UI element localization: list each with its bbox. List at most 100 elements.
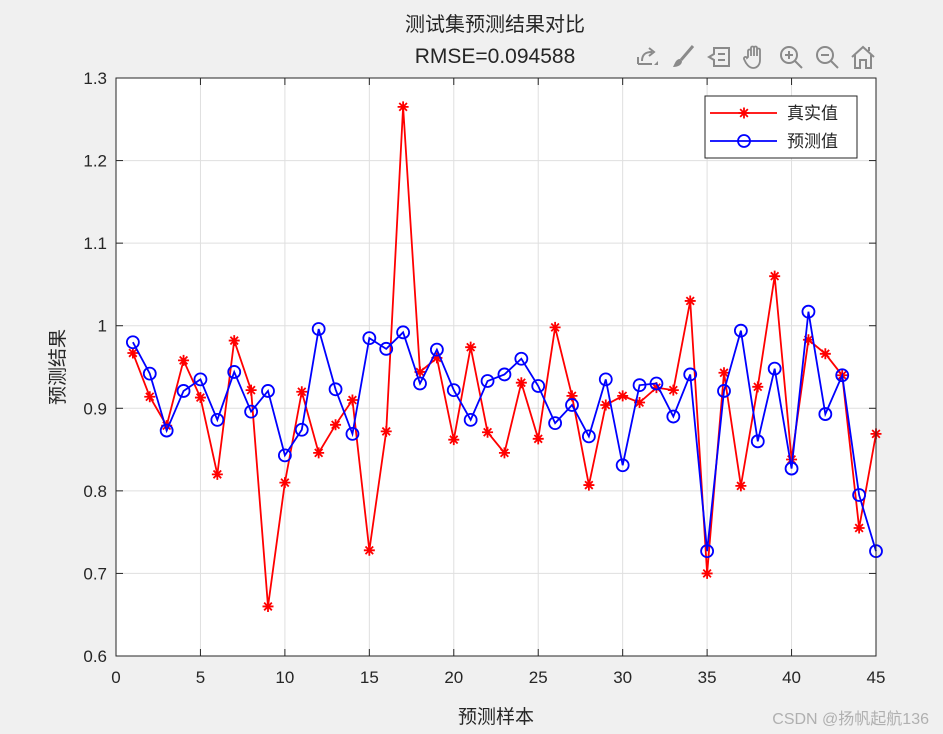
data-point bbox=[650, 382, 662, 394]
data-point bbox=[853, 522, 865, 534]
x-tick-label: 0 bbox=[111, 668, 120, 687]
data-point bbox=[750, 434, 765, 449]
data-point bbox=[684, 295, 696, 307]
zoom-in-icon bbox=[780, 46, 803, 69]
circle-marker-icon bbox=[737, 134, 751, 148]
data-point bbox=[735, 480, 747, 492]
zoom-in-button[interactable] bbox=[776, 42, 806, 72]
data-point bbox=[683, 367, 698, 382]
watermark: CSDN @扬帆起航136 bbox=[772, 711, 929, 728]
data-point bbox=[262, 600, 274, 612]
data-point bbox=[769, 270, 781, 282]
datatip-icon bbox=[707, 47, 730, 67]
data-point bbox=[666, 409, 681, 424]
data-point bbox=[617, 390, 629, 402]
legend-label: 真实值 bbox=[787, 104, 838, 124]
data-point bbox=[194, 392, 206, 404]
x-axis-label: 预测样本 bbox=[458, 706, 534, 728]
data-point bbox=[852, 488, 867, 502]
axes bbox=[115, 77, 877, 657]
data-point bbox=[413, 376, 427, 391]
asterisk-marker-icon bbox=[738, 107, 750, 119]
zoom-out-icon bbox=[816, 46, 839, 69]
x-tick-label: 35 bbox=[698, 668, 717, 687]
data-point bbox=[414, 366, 426, 378]
grid-lines bbox=[116, 78, 876, 656]
data-point bbox=[362, 331, 377, 346]
brush-icon bbox=[673, 45, 695, 67]
data-point bbox=[294, 422, 309, 437]
data-point bbox=[465, 341, 477, 353]
data-point bbox=[615, 458, 630, 473]
data-point bbox=[144, 391, 156, 403]
legend-item-predicted[interactable]: 预测值 bbox=[710, 132, 838, 152]
legend-item-actual[interactable]: 真实值 bbox=[710, 104, 838, 124]
data-point bbox=[142, 366, 157, 381]
y-tick-label: 1.1 bbox=[83, 234, 107, 253]
x-tick-label: 5 bbox=[196, 668, 205, 687]
data-point bbox=[532, 433, 544, 445]
data-point bbox=[548, 416, 563, 431]
data-point bbox=[380, 425, 392, 437]
data-point bbox=[345, 426, 360, 441]
series-actual bbox=[127, 101, 882, 612]
data-point bbox=[379, 341, 394, 356]
x-tick-label: 10 bbox=[275, 668, 294, 687]
home-button[interactable] bbox=[848, 42, 878, 72]
data-point bbox=[244, 404, 259, 419]
data-point bbox=[497, 367, 512, 382]
data-point bbox=[431, 352, 443, 364]
data-point bbox=[784, 461, 799, 476]
data-point bbox=[583, 479, 595, 491]
data-point bbox=[159, 423, 174, 438]
data-point bbox=[801, 304, 816, 319]
data-point bbox=[598, 372, 613, 387]
x-tick-label: 45 bbox=[867, 668, 886, 687]
data-point bbox=[330, 419, 342, 431]
data-point bbox=[429, 342, 444, 357]
data-point bbox=[700, 544, 715, 559]
data-point bbox=[786, 453, 798, 465]
data-point bbox=[211, 468, 223, 480]
y-tick-label: 1.3 bbox=[83, 69, 107, 88]
data-point bbox=[210, 412, 225, 427]
y-tick-label: 1 bbox=[98, 317, 107, 336]
y-tick-label: 0.8 bbox=[83, 482, 107, 501]
data-point bbox=[632, 378, 647, 393]
brush-button[interactable] bbox=[668, 42, 698, 72]
data-point bbox=[480, 374, 495, 388]
export-button[interactable] bbox=[632, 42, 662, 72]
data-point bbox=[565, 398, 579, 412]
data-point bbox=[718, 367, 730, 379]
data-point bbox=[311, 322, 326, 336]
data-point bbox=[161, 420, 173, 432]
legend-label: 预测值 bbox=[787, 132, 838, 152]
x-tick-label: 25 bbox=[529, 668, 548, 687]
datatip-button[interactable] bbox=[704, 42, 734, 72]
pan-button[interactable] bbox=[740, 42, 770, 72]
data-point bbox=[767, 361, 782, 376]
zoom-out-button[interactable] bbox=[812, 42, 842, 72]
data-point bbox=[514, 351, 529, 366]
data-point bbox=[667, 384, 679, 396]
data-point bbox=[498, 447, 510, 459]
data-point bbox=[261, 384, 275, 398]
x-tick-label: 15 bbox=[360, 668, 379, 687]
pan-hand-icon bbox=[743, 45, 761, 69]
data-point bbox=[717, 384, 731, 398]
data-point bbox=[566, 390, 578, 402]
y-tick-label: 0.9 bbox=[83, 399, 107, 418]
data-point bbox=[397, 101, 409, 113]
data-point bbox=[178, 354, 190, 366]
data-point bbox=[600, 399, 612, 411]
tick-labels: 0 5 10 15 20 25 30 35 40 45 0.6 0.7 0.8 0.9 1 1.1 1.2 1.3 bbox=[83, 69, 885, 687]
chart-subtitle: RMSE=0.094588 bbox=[414, 45, 576, 68]
data-point bbox=[245, 384, 257, 396]
y-tick-label: 0.7 bbox=[83, 564, 107, 583]
data-point bbox=[701, 567, 713, 579]
data-point bbox=[346, 394, 358, 406]
series-layer bbox=[125, 101, 883, 612]
data-point bbox=[279, 477, 291, 489]
home-icon bbox=[851, 45, 875, 69]
